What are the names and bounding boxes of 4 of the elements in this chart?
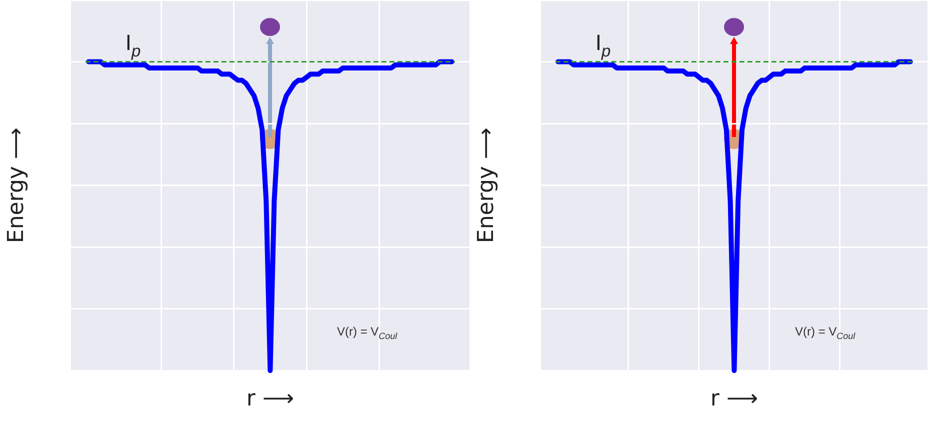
- x-axis-title: r ⟶: [710, 386, 758, 412]
- y-axis-title: Energy ⟶: [4, 128, 29, 244]
- x-axis-title: r ⟶: [246, 386, 294, 412]
- y-axis-title: Energy ⟶: [474, 128, 499, 244]
